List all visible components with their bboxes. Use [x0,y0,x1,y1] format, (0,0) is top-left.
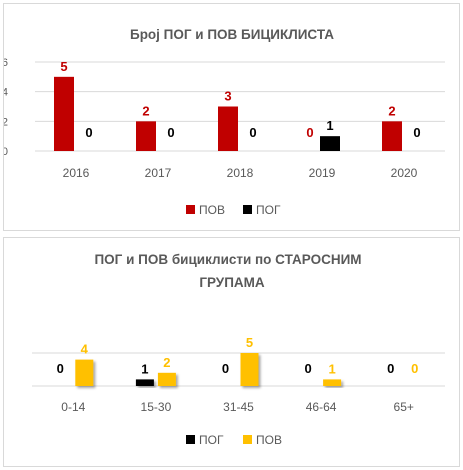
data-label: 0 [413,125,420,140]
data-label: 1 [326,118,333,133]
data-label: 0 [411,361,418,376]
data-label: 5 [60,59,67,74]
bar-ПОВ-15-30 [157,372,176,386]
x-tick-label: 2019 [309,166,336,180]
data-label: 1 [328,361,335,376]
legend-label: ПОВ [199,203,225,217]
data-label: 0 [306,125,313,140]
data-label: 2 [142,103,149,118]
data-label: 0 [222,361,229,376]
x-tick-label: 2017 [145,166,172,180]
y-tick-label: 2 [4,116,8,128]
x-tick-label: 15-30 [141,400,172,414]
y-tick-label: 4 [4,87,8,99]
chart-title: Број ПОГ и ПОВ БИЦИКЛИСТА [130,27,334,42]
x-tick-label: 2016 [63,166,90,180]
chart-title-line-1: ПОГ и ПОВ бициклисти по СТАРОСНИМ [94,252,361,267]
data-label: 0 [249,125,256,140]
bar-ПОВ-2020 [382,121,402,151]
x-tick-label: 2018 [227,166,254,180]
chart-panel-bottom: ПОГ и ПОВ бициклисти по СТАРОСНИМ ГРУПАМ… [3,237,460,467]
bar-ПОВ-31-45 [240,353,259,386]
legend-swatch-ПОГ [186,435,195,444]
data-label: 4 [81,342,89,357]
x-tick-label: 31-45 [223,400,254,414]
legend-swatch-ПОВ [186,205,195,214]
bar-ПОВ-2018 [218,106,238,151]
legend-swatch-ПОВ [243,435,252,444]
data-label: 3 [224,89,231,104]
x-tick-label: 46-64 [306,400,337,414]
chart-title-line-2: ГРУПАМА [199,275,265,290]
legend-label: ПОГ [256,203,281,217]
x-tick-label: 2020 [391,166,418,180]
bar-ПОВ-0-14 [75,359,94,386]
x-tick-label: 0-14 [61,400,85,414]
bar-ПОВ-2016 [54,76,74,151]
data-label: 0 [387,361,394,376]
x-tick-label: 65+ [394,400,414,414]
data-label: 0 [167,125,174,140]
data-label: 1 [141,361,148,376]
data-label: 2 [388,103,395,118]
legend-label: ПОГ [199,433,224,447]
data-label: 5 [246,335,253,350]
bar-ПОГ-15-30 [135,379,154,386]
bar-chart-by-age-group: ПОГ и ПОВ бициклисти по СТАРОСНИМ ГРУПАМ… [32,252,445,447]
legend-label: ПОВ [256,433,282,447]
data-label: 0 [85,125,92,140]
data-label: 0 [304,361,311,376]
data-label: 0 [57,361,64,376]
bar-ПОВ-2017 [136,121,156,151]
y-tick-label: 6 [4,57,8,69]
data-label: 2 [163,355,170,370]
y-tick-label: 0 [4,146,8,158]
legend-swatch-ПОГ [243,205,252,214]
bar-ПОВ-46-64 [323,379,342,386]
bar-ПОГ-2019 [320,136,340,151]
